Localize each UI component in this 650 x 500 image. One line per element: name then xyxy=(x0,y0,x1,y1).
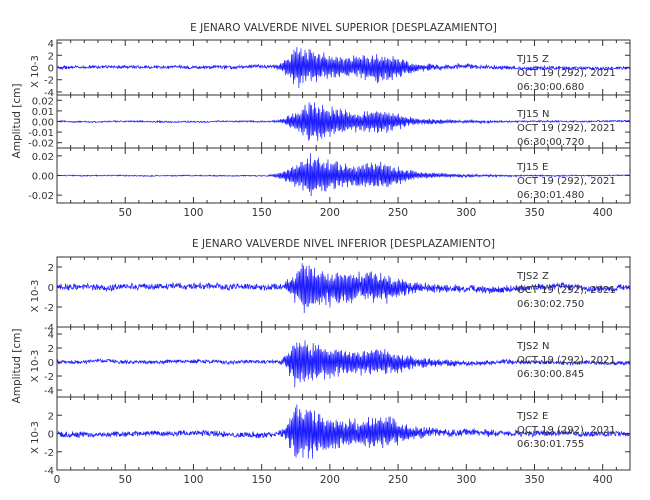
y-tick-label: -4 xyxy=(44,466,54,477)
x-tick-label: 100 xyxy=(183,474,203,486)
chart-2: E JENARO VALVERDE NIVEL INFERIOR [DESPLA… xyxy=(11,238,631,486)
y-exponent-label: X 10-3 xyxy=(30,55,41,88)
y-tick-label: 0.01 xyxy=(32,107,54,118)
station-label: TJS2 E xyxy=(516,411,548,422)
y-axis-label: Amplitud [cm] xyxy=(11,329,23,404)
x-tick-label: 350 xyxy=(524,474,544,486)
y-tick-label: -4 xyxy=(44,386,54,397)
station-label: TJS2 N xyxy=(516,341,549,352)
trace-panel-TJS2-E: 2 0 -2 -4 X 10-3 TJS2 E OCT 19 (292), 2021 06:3… xyxy=(30,396,631,477)
chart-title: E JENARO VALVERDE NIVEL SUPERIOR [DESPLA… xyxy=(190,22,497,34)
x-tick-label: 300 xyxy=(456,207,476,219)
y-tick-label: 0 xyxy=(48,358,54,369)
time-label: 06:30:01.755 xyxy=(517,439,584,450)
y-tick-label: 0.00 xyxy=(32,118,54,129)
date-label: OCT 19 (292), 2021 xyxy=(517,285,616,296)
x-tick-label: 150 xyxy=(252,474,272,486)
y-tick-label: 2 xyxy=(48,344,54,355)
trace-panel-TJ15-E: 0.02 0.00 -0.02 TJ15 E OCT 19 (292), 2021 06:… xyxy=(28,147,631,204)
x-tick-label: 400 xyxy=(593,474,613,486)
y-tick-label: 2 xyxy=(48,51,54,62)
x-tick-label: 50 xyxy=(119,207,132,219)
y-tick-label: 0 xyxy=(48,283,54,294)
x-tick-label: 0 xyxy=(54,474,61,486)
x-tick-label: 300 xyxy=(456,474,476,486)
y-tick-label: -0.02 xyxy=(28,139,54,150)
y-tick-label: 0.02 xyxy=(32,96,54,107)
time-label: 06:30:02.750 xyxy=(517,299,584,310)
y-tick-label: -0.01 xyxy=(28,128,54,139)
y-tick-label: 2 xyxy=(48,263,54,274)
y-exponent-label: X 10-3 xyxy=(30,280,41,313)
station-label: TJ15 Z xyxy=(516,54,549,65)
waveform-line xyxy=(56,340,631,388)
y-tick-label: 0 xyxy=(48,430,54,441)
station-label: TJS2 Z xyxy=(516,271,549,282)
waveform-line xyxy=(56,102,631,141)
y-tick-label: 4 xyxy=(48,39,54,50)
y-tick-label: -4 xyxy=(44,323,54,334)
y-tick-label: 4 xyxy=(48,330,54,341)
y-tick-label: 2 xyxy=(48,411,54,422)
y-exponent-label: X 10-3 xyxy=(30,421,41,454)
station-label: TJ15 E xyxy=(516,162,548,173)
date-label: OCT 19 (292), 2021 xyxy=(517,68,616,79)
x-tick-label: 200 xyxy=(320,207,340,219)
y-exponent-label: X 10-3 xyxy=(30,350,41,383)
waveform-line xyxy=(56,47,631,89)
x-tick-label: 350 xyxy=(524,207,544,219)
y-tick-label: -2 xyxy=(44,448,54,459)
x-tick-label: 250 xyxy=(388,474,408,486)
trace-panel-TJ15-N: 0.020.010.00-0.01-0.02 TJ15 N OCT 19 (292)… xyxy=(28,94,631,150)
chart-title: E JENARO VALVERDE NIVEL INFERIOR [DESPLA… xyxy=(192,238,495,250)
y-tick-label: -2 xyxy=(44,372,54,383)
x-tick-label: 200 xyxy=(320,474,340,486)
chart-1: E JENARO VALVERDE NIVEL SUPERIOR [DESPLA… xyxy=(11,22,631,219)
y-tick-label: -0.02 xyxy=(28,191,54,202)
y-axis-label: Amplitud [cm] xyxy=(11,84,23,159)
waveform-line xyxy=(56,263,631,314)
trace-panel-TJS2-Z: 2 0 -2 -4X 10-3 TJS2 Z OCT 19 (292), 2021 06:3… xyxy=(30,256,631,334)
time-label: 06:30:01.480 xyxy=(517,190,584,201)
y-tick-label: 0.02 xyxy=(32,152,54,163)
x-tick-label: 100 xyxy=(183,207,203,219)
date-label: OCT 19 (292), 2021 xyxy=(517,425,616,436)
x-tick-label: 250 xyxy=(388,207,408,219)
waveform-line xyxy=(56,152,631,197)
y-tick-label: -2 xyxy=(44,76,54,87)
y-tick-label: -2 xyxy=(44,303,54,314)
date-label: OCT 19 (292), 2021 xyxy=(517,176,616,187)
trace-panel-TJ15-Z: 42 0-2-4X 10-3 TJ15 Z OCT 19 (292), 2021 06:… xyxy=(30,39,631,99)
station-label: TJ15 N xyxy=(516,109,549,120)
x-tick-label: 400 xyxy=(593,207,613,219)
x-tick-label: 50 xyxy=(119,474,132,486)
date-label: OCT 19 (292), 2021 xyxy=(517,123,616,134)
time-label: 06:30:00.680 xyxy=(517,82,584,93)
waveform-line xyxy=(56,404,631,459)
date-label: OCT 19 (292), 2021 xyxy=(517,355,616,366)
y-tick-label: -4 xyxy=(44,88,54,99)
y-tick-label: 0.00 xyxy=(32,172,54,183)
y-tick-label: 0 xyxy=(48,64,54,75)
time-label: 06:30:00.720 xyxy=(517,137,584,148)
time-label: 06:30:00.845 xyxy=(517,369,584,380)
x-tick-label: 150 xyxy=(252,207,272,219)
